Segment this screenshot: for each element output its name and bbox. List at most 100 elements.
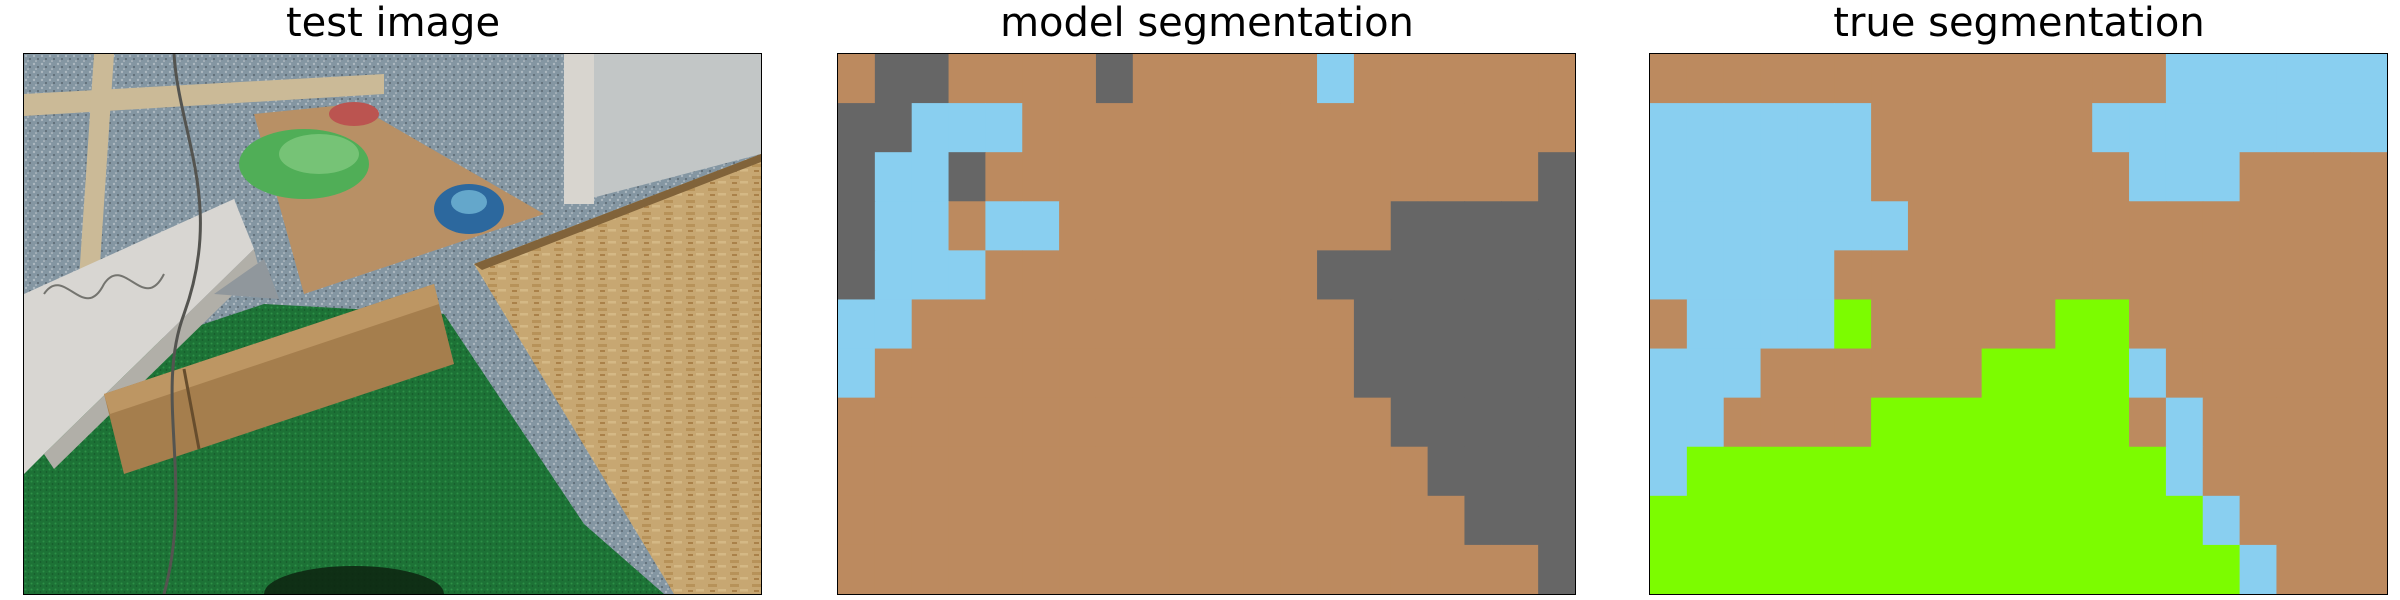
model-seg-cell [874, 446, 913, 497]
model-seg-cell [1464, 152, 1502, 202]
model-seg-cell [1427, 201, 1466, 251]
true-seg-cell [1760, 152, 1798, 202]
model-seg-cell [1390, 544, 1429, 594]
model-seg-cell [1317, 495, 1355, 546]
true-seg-cell [1834, 54, 1872, 104]
true-seg-cell [2055, 250, 2093, 301]
model-seg-cell [1059, 250, 1097, 301]
model-seg-cell [1059, 495, 1097, 546]
model-seg-cell [1022, 54, 1060, 104]
true-seg-cell [2202, 348, 2241, 399]
model-segmentation-frame [837, 53, 1576, 595]
model-seg-cell [1353, 250, 1392, 301]
model-seg-cell [1280, 103, 1318, 153]
model-seg-cell [1353, 348, 1392, 399]
model-seg-cell [1169, 54, 1208, 104]
model-seg-cell [911, 446, 950, 497]
model-seg-cell [1464, 397, 1502, 448]
true-seg-cell [2202, 152, 2241, 202]
true-seg-cell [1686, 201, 1725, 251]
model-seg-cell [1280, 348, 1318, 399]
true-seg-cell [2202, 495, 2241, 546]
model-seg-cell [1206, 103, 1244, 153]
model-seg-cell [1538, 495, 1575, 546]
model-seg-cell [1169, 495, 1208, 546]
true-seg-cell [2239, 446, 2278, 497]
model-seg-cell [874, 103, 913, 153]
model-seg-cell [1095, 250, 1134, 301]
true-seg-cell [2165, 348, 2204, 399]
model-seg-cell [1243, 250, 1281, 301]
model-seg-cell [838, 152, 876, 202]
model-seg-cell [1280, 201, 1318, 251]
model-seg-cell [1538, 348, 1575, 399]
true-seg-cell [2018, 201, 2056, 251]
model-seg-cell [1464, 348, 1502, 399]
true-seg-cell [2018, 103, 2056, 153]
true-seg-cell [2276, 495, 2314, 546]
true-seg-cell [1650, 54, 1688, 104]
model-seg-cell [1317, 250, 1355, 301]
true-seg-cell [1834, 201, 1872, 251]
model-seg-cell [1206, 201, 1244, 251]
model-seg-cell [1169, 544, 1208, 594]
model-seg-cell [1243, 348, 1281, 399]
model-segmentation-mask [838, 54, 1575, 594]
true-seg-cell [2239, 299, 2278, 350]
model-seg-cell [874, 250, 913, 301]
true-seg-cell [1686, 544, 1725, 594]
model-seg-cell [911, 348, 950, 399]
model-seg-cell [1169, 446, 1208, 497]
true-seg-cell [2350, 495, 2387, 546]
model-seg-cell [874, 299, 913, 350]
model-seg-cell [1464, 446, 1502, 497]
model-seg-cell [1280, 152, 1318, 202]
model-seg-cell [838, 201, 876, 251]
model-seg-cell [1317, 201, 1355, 251]
model-seg-cell [1169, 348, 1208, 399]
true-seg-cell [2350, 348, 2387, 399]
model-seg-cell [1022, 495, 1060, 546]
model-seg-cell [985, 446, 1023, 497]
true-seg-cell [2350, 103, 2387, 153]
model-seg-cell [1464, 299, 1502, 350]
true-seg-cell [2350, 152, 2387, 202]
true-seg-cell [2202, 544, 2241, 594]
model-seg-cell [874, 495, 913, 546]
model-seg-cell [1095, 152, 1134, 202]
model-seg-cell [874, 152, 913, 202]
model-seg-cell [1464, 54, 1502, 104]
model-seg-cell [911, 54, 950, 104]
model-seg-cell [911, 103, 950, 153]
true-seg-cell [1760, 495, 1798, 546]
true-seg-cell [1650, 201, 1688, 251]
true-segmentation-frame [1649, 53, 2388, 595]
panel-true-segmentation: true segmentation [1649, 0, 2389, 600]
model-seg-cell [1538, 201, 1575, 251]
true-seg-cell [2165, 54, 2204, 104]
true-seg-cell [2239, 152, 2278, 202]
true-seg-cell [1981, 446, 2020, 497]
model-seg-cell [1206, 348, 1244, 399]
model-seg-cell [1427, 495, 1466, 546]
true-seg-cell [1907, 348, 1946, 399]
true-seg-cell [2018, 397, 2056, 448]
model-seg-cell [874, 54, 913, 104]
model-seg-cell [1022, 201, 1060, 251]
model-seg-cell [948, 201, 986, 251]
true-seg-cell [1723, 495, 1762, 546]
true-seg-cell [1760, 201, 1798, 251]
model-seg-cell [1353, 152, 1392, 202]
true-seg-cell [2239, 103, 2278, 153]
true-seg-cell [1834, 103, 1872, 153]
true-seg-cell [2129, 103, 2167, 153]
model-seg-cell [1427, 299, 1466, 350]
model-seg-cell [1317, 544, 1355, 594]
model-seg-cell [1022, 299, 1060, 350]
true-seg-cell [2165, 544, 2204, 594]
model-seg-cell [1464, 544, 1502, 594]
model-seg-cell [1095, 299, 1134, 350]
true-seg-cell [2092, 54, 2130, 104]
model-seg-cell [1501, 152, 1539, 202]
true-seg-cell [1723, 250, 1762, 301]
